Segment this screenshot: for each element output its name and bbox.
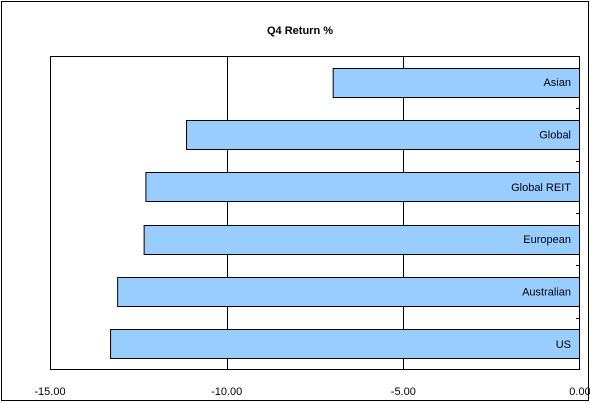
bar-us <box>110 329 580 359</box>
bar-global-reit <box>145 172 580 202</box>
x-tick-label-2: -5.00 <box>391 386 416 398</box>
plot-area <box>50 56 580 370</box>
bar-label-us: US <box>556 339 571 351</box>
bar-label-global: Global <box>539 130 571 142</box>
bar-label-asian: Asian <box>543 77 571 89</box>
x-axis: -15.00 -10.00 -5.00 0.00 <box>34 108 590 398</box>
x-tick-label-0: -15.00 <box>34 386 65 398</box>
bar-asian <box>332 68 580 98</box>
x-tick-label-3: 0.00 <box>569 386 590 398</box>
bar-global <box>186 120 581 150</box>
bar-labels: US Australian European Global REIT Global Asi… <box>511 77 571 351</box>
gridlines <box>227 56 404 370</box>
bar-label-australian: Australian <box>522 287 571 299</box>
bar-australian <box>117 277 580 307</box>
bar-label-global-reit: Global REIT <box>511 182 571 194</box>
chart-title: Q4 Return % <box>267 25 333 37</box>
bar-european <box>143 225 580 255</box>
x-tick-label-1: -10.00 <box>211 386 242 398</box>
bars <box>110 68 581 359</box>
bar-label-european: European <box>523 234 571 246</box>
